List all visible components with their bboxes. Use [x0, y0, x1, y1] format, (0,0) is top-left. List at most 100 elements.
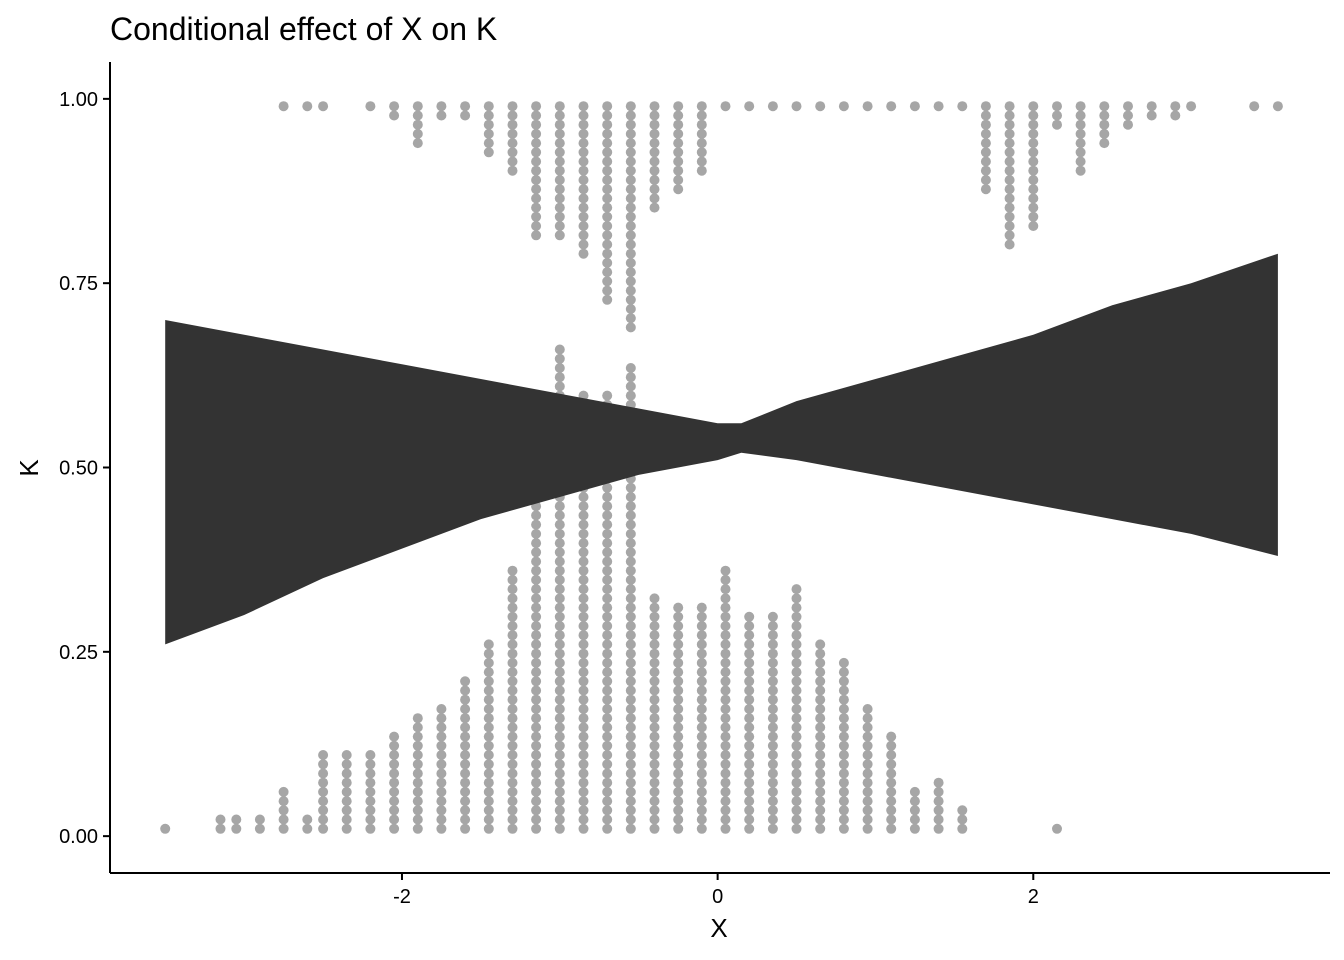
- data-point: [602, 211, 613, 222]
- data-point: [602, 519, 613, 530]
- data-point: [531, 796, 542, 807]
- data-point: [625, 676, 636, 687]
- data-point: [767, 704, 778, 714]
- data-point: [980, 175, 991, 185]
- data-point: [625, 694, 636, 705]
- data-point: [815, 823, 826, 834]
- data-point: [436, 101, 447, 112]
- data-point: [744, 630, 755, 641]
- data-point: [531, 630, 542, 641]
- data-point: [602, 221, 613, 231]
- data-point: [909, 796, 920, 807]
- data-point: [649, 101, 660, 112]
- data-point: [1028, 110, 1039, 121]
- data-point: [649, 768, 660, 779]
- data-point: [531, 602, 542, 613]
- data-point: [578, 805, 589, 816]
- data-point: [507, 584, 518, 595]
- data-point: [673, 750, 684, 760]
- data-point: [412, 128, 423, 139]
- data-point: [231, 823, 242, 834]
- data-point: [720, 722, 731, 733]
- data-point: [625, 230, 636, 241]
- point-column: [767, 101, 778, 834]
- data-point: [578, 211, 589, 222]
- data-point: [507, 667, 518, 678]
- data-point: [389, 796, 400, 807]
- data-point: [744, 786, 755, 797]
- data-point: [460, 759, 471, 770]
- data-point: [578, 676, 589, 687]
- data-point: [483, 648, 494, 659]
- data-point: [602, 639, 613, 650]
- data-point: [554, 805, 565, 816]
- data-point: [278, 823, 289, 834]
- data-point: [278, 101, 289, 112]
- data-point: [602, 667, 613, 678]
- data-point: [483, 639, 494, 650]
- data-point: [389, 805, 400, 816]
- data-point: [602, 823, 613, 834]
- data-point: [1099, 101, 1110, 112]
- point-column: [231, 814, 242, 834]
- data-point: [578, 777, 589, 788]
- data-point: [602, 574, 613, 585]
- data-point: [602, 119, 613, 130]
- data-point: [767, 768, 778, 779]
- data-point: [483, 657, 494, 668]
- data-point: [507, 685, 518, 696]
- data-point: [578, 556, 589, 567]
- data-point: [531, 805, 542, 816]
- data-point: [791, 685, 802, 696]
- data-point: [389, 731, 400, 742]
- data-point: [460, 740, 471, 751]
- point-column: [160, 823, 171, 834]
- data-point: [791, 750, 802, 760]
- data-point: [625, 823, 636, 834]
- data-point: [791, 768, 802, 779]
- data-point: [838, 657, 849, 668]
- data-point: [531, 648, 542, 659]
- data-point: [767, 648, 778, 659]
- data-point: [649, 777, 660, 788]
- data-point: [980, 147, 991, 158]
- data-point: [1028, 175, 1039, 185]
- data-point: [578, 193, 589, 204]
- data-point: [673, 805, 684, 816]
- data-point: [767, 611, 778, 622]
- data-point: [625, 621, 636, 631]
- data-point: [460, 823, 471, 834]
- data-point: [578, 184, 589, 195]
- data-point: [341, 805, 352, 816]
- data-point: [602, 248, 613, 259]
- data-point: [602, 492, 613, 502]
- data-point: [483, 694, 494, 705]
- data-point: [767, 777, 778, 788]
- data-point: [483, 786, 494, 797]
- data-point: [318, 768, 329, 779]
- data-point: [507, 648, 518, 659]
- data-point: [554, 713, 565, 724]
- data-point: [531, 230, 542, 241]
- data-point: [838, 777, 849, 788]
- data-point: [507, 611, 518, 622]
- data-point: [554, 156, 565, 167]
- data-point: [909, 786, 920, 797]
- data-point: [1028, 184, 1039, 195]
- data-point: [1004, 193, 1015, 204]
- data-point: [862, 101, 873, 112]
- data-point: [791, 759, 802, 770]
- data-point: [578, 602, 589, 613]
- data-point: [1028, 147, 1039, 158]
- data-point: [625, 202, 636, 213]
- data-point: [531, 538, 542, 549]
- data-point: [578, 565, 589, 576]
- data-point: [696, 147, 707, 158]
- data-point: [507, 574, 518, 585]
- data-point: [791, 101, 802, 112]
- data-point: [578, 119, 589, 130]
- data-point: [1052, 119, 1062, 130]
- point-column: [1028, 101, 1039, 231]
- data-point: [1123, 101, 1133, 112]
- point-column: [436, 101, 447, 834]
